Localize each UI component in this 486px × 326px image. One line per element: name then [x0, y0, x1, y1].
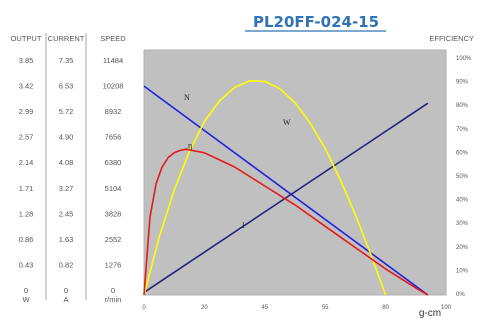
series-labels-layer: N I Wη	[184, 93, 291, 230]
efficiency-tick-label: 30%	[456, 221, 469, 227]
output-column-header: OUTPUT	[11, 34, 42, 43]
output-tick-label: 2.99	[19, 107, 34, 116]
speed-tick-label: 8932	[105, 107, 122, 116]
speed-tick-label: 3828	[105, 209, 122, 218]
speed-tick-label: 7656	[105, 133, 122, 142]
efficiency-tick-label: 10%	[456, 268, 469, 274]
efficiency-tick-label: 70%	[456, 127, 469, 133]
axis-ticks-layer: 3.85 3.42 2.99 2.57 2.14 1.71 1.28 0.86 0.43 0 7.3…	[19, 56, 472, 311]
efficiency-tick-label: 80%	[456, 103, 469, 109]
x-tick-label: 100	[441, 305, 452, 311]
output-power-curve	[143, 80, 387, 296]
speed-tick-label: 2552	[105, 235, 122, 244]
output-tick-label: 0.86	[19, 235, 34, 244]
efficiency-tick-label: 20%	[456, 245, 469, 251]
speed-tick-label: 10208	[103, 82, 124, 91]
efficiency-series-label: η	[188, 141, 192, 150]
x-tick-label: 45	[261, 305, 268, 311]
current-tick-label: 0.82	[59, 260, 74, 269]
efficiency-curve	[143, 148, 429, 296]
current-tick-label: 2.45	[59, 209, 74, 218]
current-tick-label: 6.53	[59, 82, 74, 91]
output-tick-label: 1.71	[19, 184, 34, 193]
current-tick-label: 1.63	[59, 235, 74, 244]
current-tick-label: 4.90	[59, 133, 74, 142]
series-layer	[143, 80, 429, 296]
current-series-label: I	[242, 221, 245, 230]
output-tick-label: 3.42	[19, 82, 34, 91]
output-tick-label: 2.57	[19, 133, 34, 142]
efficiency-tick-label: 100%	[456, 56, 472, 62]
current-tick-label: 7.35	[59, 56, 74, 65]
chart-title: PL20FF-024-15	[253, 13, 379, 31]
output-series-label: W	[283, 118, 291, 127]
output-tick-label: 3.85	[19, 56, 34, 65]
x-tick-label: 0	[142, 305, 146, 311]
current-tick-label: 0	[64, 286, 68, 295]
speed-tick-label: 6380	[105, 158, 122, 167]
speed-tick-label: 11484	[103, 56, 123, 65]
efficiency-tick-label: 90%	[456, 80, 469, 86]
efficiency-tick-label: 60%	[456, 150, 469, 156]
output-tick-label: 2.14	[19, 158, 34, 167]
speed-tick-label: 1276	[105, 260, 122, 269]
output-tick-label: 0.43	[19, 260, 34, 269]
speed-line	[143, 85, 429, 296]
current-tick-label: 4.08	[59, 158, 74, 167]
efficiency-axis-header: EFFICIENCY	[429, 34, 474, 43]
output-unit-label: W	[22, 295, 30, 304]
x-tick-label: 55	[322, 305, 329, 311]
x-tick-label: 20	[201, 305, 208, 311]
speed-tick-label: 5104	[105, 184, 122, 193]
current-tick-label: 5.72	[59, 107, 74, 116]
speed-tick-label: 0	[111, 286, 115, 295]
efficiency-tick-label: 40%	[456, 198, 469, 204]
current-column-header: CURRENT	[48, 34, 85, 43]
current-line	[143, 102, 429, 294]
output-tick-label: 0	[24, 286, 28, 295]
output-tick-label: 1.28	[19, 209, 34, 218]
plot-area	[143, 49, 447, 296]
x-axis-label: g-cm	[419, 308, 441, 319]
speed-series-label: N	[184, 93, 190, 102]
x-tick-label: 80	[382, 305, 389, 311]
speed-unit-label: r/min	[105, 295, 122, 304]
efficiency-tick-label: 0%	[456, 292, 465, 298]
efficiency-tick-label: 50%	[456, 174, 469, 180]
current-unit-label: A	[63, 295, 68, 304]
speed-column-header: SPEED	[100, 34, 126, 43]
current-tick-label: 3.27	[59, 184, 74, 193]
